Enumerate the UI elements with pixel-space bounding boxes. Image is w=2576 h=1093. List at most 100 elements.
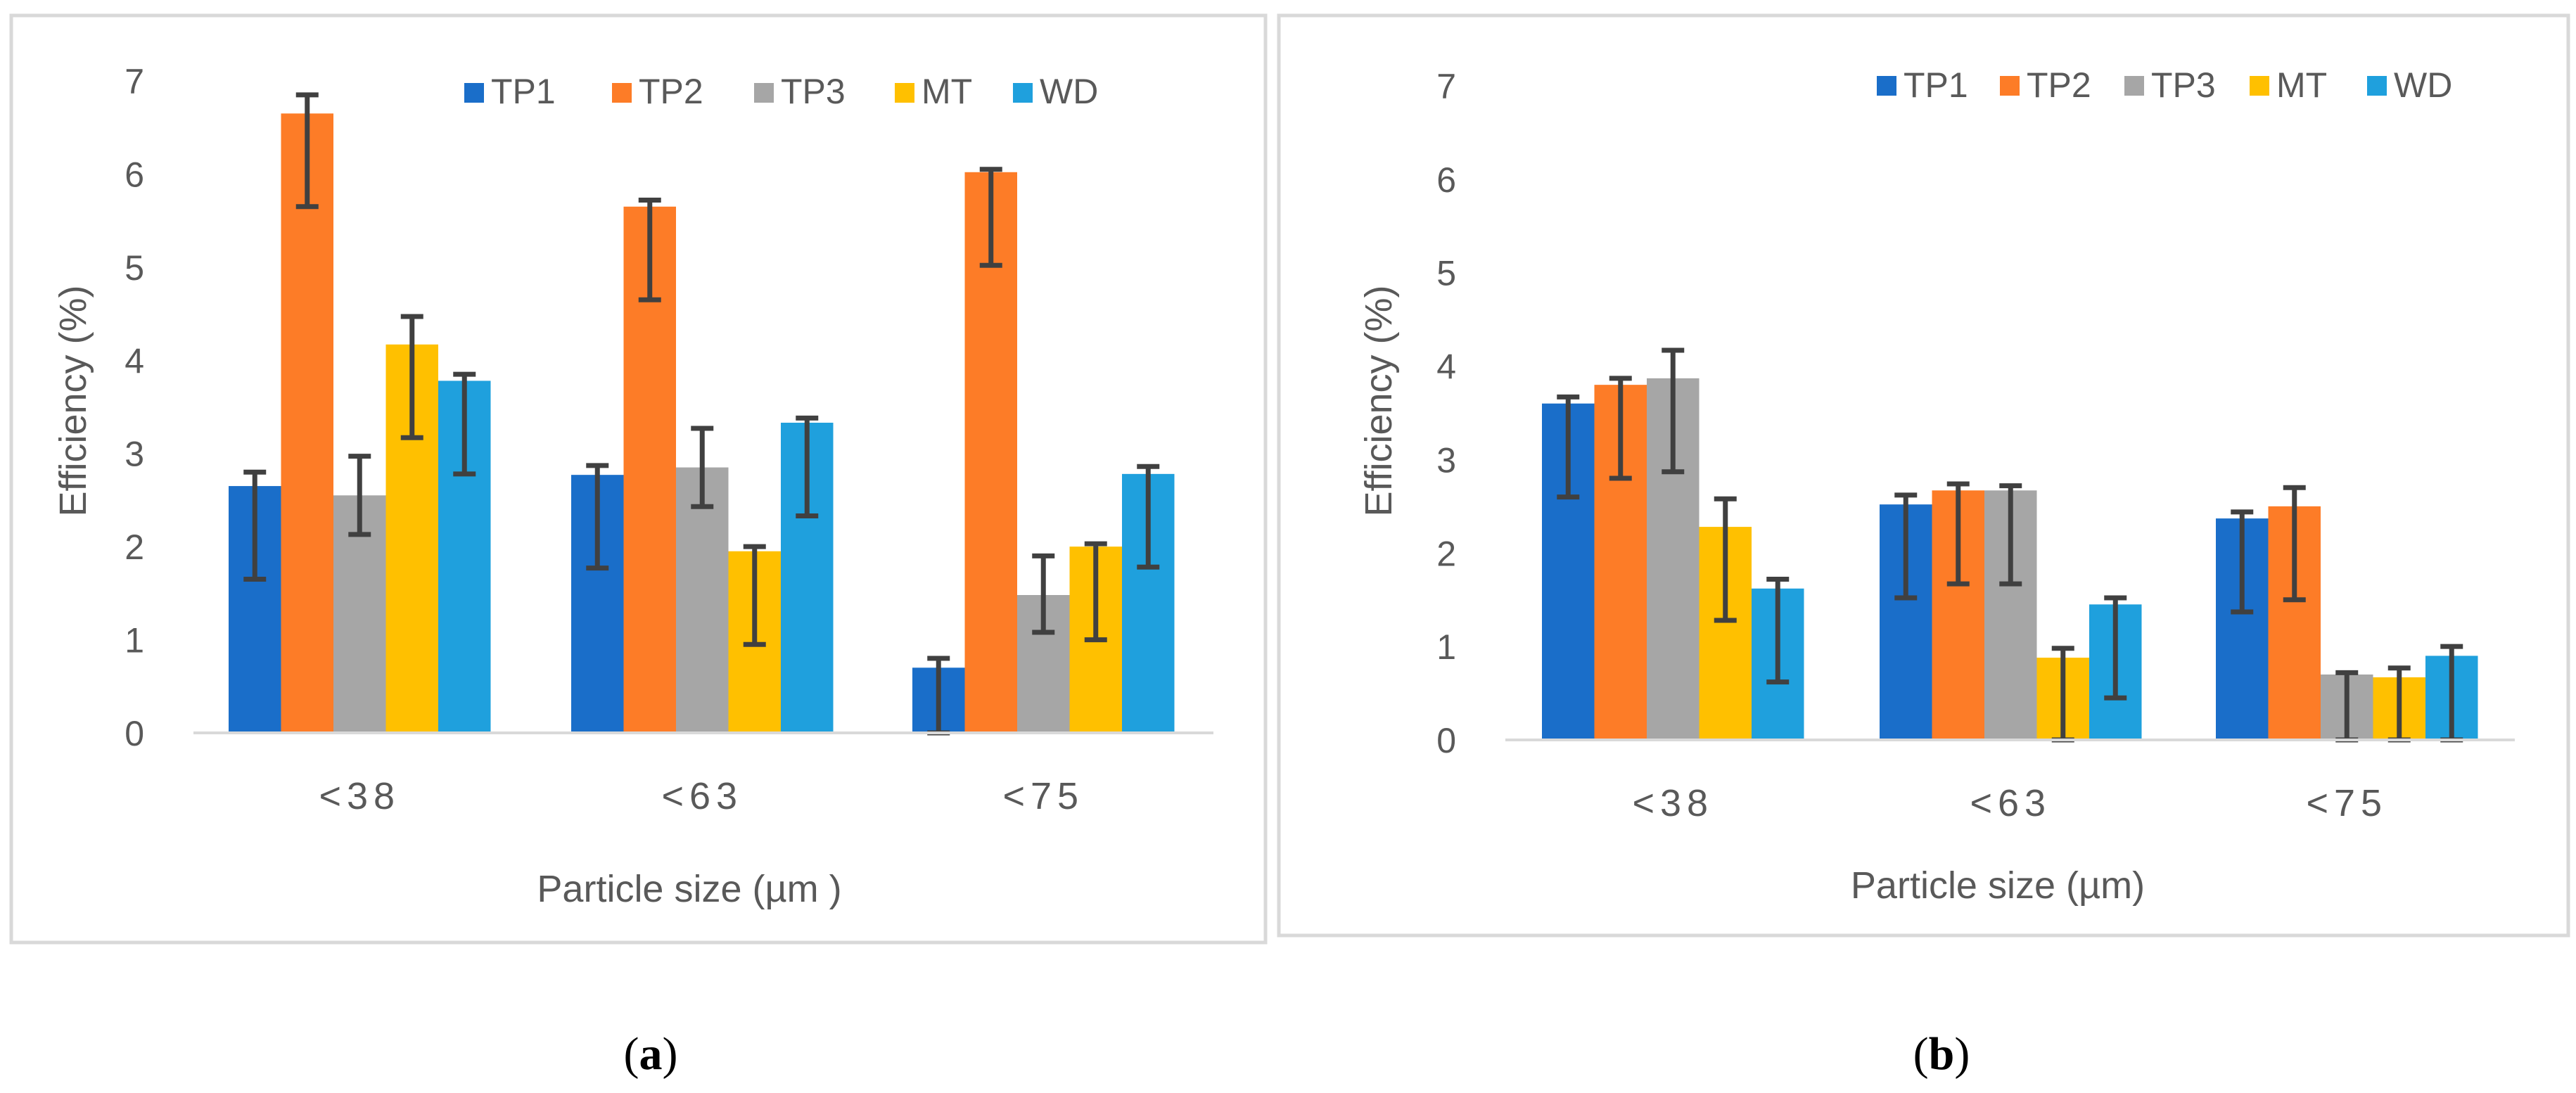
- chart-a-ytick-label: 6: [125, 155, 144, 194]
- chart-a-category-label: <38: [319, 775, 400, 817]
- legend-label: TP3: [781, 72, 846, 111]
- chart-a-errorbar-tp2-1: [638, 198, 661, 302]
- legend-swatch: [2250, 76, 2269, 96]
- chart-a-caption-letter: a: [639, 1028, 663, 1080]
- chart-b-errorbar-tp3-1: [1999, 483, 2022, 587]
- chart-a-categories: <38 <63 <75: [319, 775, 1084, 817]
- legend-label: TP1: [1904, 65, 1968, 105]
- chart-a-ytick-label: 5: [125, 248, 144, 288]
- legend-label: WD: [2394, 65, 2452, 105]
- chart-b-xlabel: Particle size (µm): [1851, 864, 2145, 907]
- chart-a-caption-close: ): [663, 1028, 678, 1080]
- chart-a-category-label: <75: [1002, 775, 1084, 817]
- chart-a-errorbar-mt-1: [743, 544, 766, 647]
- chart-b-ylabel: Efficiency (%): [1358, 285, 1400, 516]
- legend-swatch: [1013, 83, 1033, 103]
- chart-a-bars: [229, 113, 1175, 734]
- chart-a-legend-item-tp3: TP3: [754, 72, 846, 111]
- chart-a-ytick-label: 4: [125, 341, 144, 381]
- chart-b-errorbar-tp2-2: [2283, 485, 2306, 603]
- legend-swatch: [2124, 76, 2144, 96]
- chart-a-bar-tp3-1: [676, 467, 729, 733]
- chart-a-legend-item-tp1: TP1: [464, 72, 556, 111]
- chart-b-ytick-label: 1: [1436, 627, 1456, 667]
- chart-a-errorbar-tp1-0: [243, 469, 267, 582]
- chart-b-legend-item-mt: MT: [2250, 65, 2327, 105]
- chart-b-errorbar-tp2-0: [1609, 376, 1632, 481]
- chart-b-ytick-label: 0: [1436, 721, 1456, 760]
- chart-b-legend-item-tp3: TP3: [2124, 65, 2216, 105]
- chart-b-errorbar-tp3-0: [1662, 347, 1685, 475]
- chart-b-category-label: <38: [1632, 782, 1714, 824]
- legend-label: TP2: [2027, 65, 2091, 105]
- legend-label: TP3: [2151, 65, 2216, 105]
- chart-a-ytick-label: 1: [125, 621, 144, 660]
- chart-b-yticks: 0 1 2 3 4 5 6 7: [1436, 67, 1456, 760]
- chart-b-legend-item-tp1: TP1: [1877, 65, 1968, 105]
- chart-b-border: [1277, 13, 2570, 938]
- chart-a-errorbar-tp2-2: [979, 167, 1002, 268]
- chart-b-errorbar-tp1-0: [1557, 394, 1580, 500]
- chart-b-legend-item-wd: WD: [2367, 65, 2452, 105]
- chart-b-caption: (b): [1913, 1028, 1970, 1080]
- chart-a-errorbar-wd-2: [1137, 464, 1160, 570]
- chart-a-errorbar-tp1-1: [586, 463, 609, 571]
- chart-a-errorbar-wd-0: [453, 371, 476, 477]
- chart-a-errorbar-tp3-2: [1032, 553, 1055, 635]
- chart-b-caption-letter: b: [1929, 1028, 1955, 1080]
- chart-panel-a: Efficiency (%) Particle size (µm ) 0 1 2 3 4…: [9, 13, 1268, 1080]
- chart-a-legend-item-tp2: TP2: [612, 72, 703, 111]
- legend-label: WD: [1040, 72, 1098, 111]
- legend-swatch: [1877, 76, 1896, 96]
- chart-b-caption-open: (: [1913, 1028, 1929, 1080]
- legend-swatch: [612, 83, 632, 103]
- legend-swatch: [2367, 76, 2387, 96]
- chart-a-ytick-label: 2: [125, 528, 144, 567]
- chart-a-xlabel: Particle size (µm ): [537, 868, 841, 910]
- chart-a-errorbar-tp3-1: [691, 426, 714, 509]
- chart-b-errorbar-mt-0: [1714, 496, 1737, 623]
- chart-a-errorbar-mt-0: [400, 314, 423, 440]
- legend-label: MT: [922, 72, 972, 111]
- chart-b-errorbar-wd-0: [1766, 576, 1790, 685]
- chart-a-ytick-label: 7: [125, 62, 144, 101]
- chart-a-legend-item-wd: WD: [1013, 72, 1098, 111]
- chart-a-error-bars: [243, 92, 1160, 736]
- legend-swatch: [895, 83, 914, 103]
- chart-a-errorbar-wd-1: [796, 415, 819, 518]
- chart-a-yticks: 0 1 2 3 4 5 6 7: [125, 62, 144, 753]
- chart-b-category-label: <75: [2306, 782, 2387, 824]
- chart-b-legend: TP1 TP2 TP3 MT WD: [1877, 65, 2452, 105]
- chart-a-ylabel: Efficiency (%): [52, 285, 94, 516]
- chart-b-errorbar-tp1-1: [1894, 492, 1918, 601]
- chart-a-ytick-label: 0: [125, 714, 144, 753]
- legend-swatch: [2000, 76, 2020, 96]
- chart-a-errorbar-tp2-0: [295, 92, 319, 210]
- chart-b-category-label: <63: [1970, 782, 2051, 824]
- chart-a-errorbar-tp3-0: [348, 454, 371, 537]
- chart-b-caption-close: ): [1954, 1028, 1970, 1080]
- legend-label: MT: [2276, 65, 2327, 105]
- chart-a-legend-item-mt: MT: [895, 72, 972, 111]
- chart-a-errorbar-mt-2: [1084, 541, 1107, 643]
- chart-a-legend: TP1 TP2 TP3 MT WD: [464, 72, 1098, 111]
- legend-swatch: [464, 83, 484, 103]
- chart-a-category-label: <63: [661, 775, 743, 817]
- chart-b-errorbar-tp1-2: [2231, 509, 2254, 615]
- chart-b-categories: <38 <63 <75: [1632, 782, 2387, 824]
- chart-a-caption: (a): [624, 1028, 678, 1080]
- chart-a-caption-open: (: [624, 1028, 639, 1080]
- chart-b-legend-item-tp2: TP2: [2000, 65, 2091, 105]
- chart-b-error-bars: [1557, 347, 2463, 743]
- chart-a-ytick-label: 3: [125, 435, 144, 474]
- legend-label: TP1: [491, 72, 556, 111]
- chart-b-errorbar-tp2-1: [1946, 481, 1970, 587]
- chart-b-ytick-label: 7: [1436, 67, 1456, 106]
- chart-panel-b: Efficiency (%) Particle size (µm) 0 1 2 3 4 5…: [1277, 13, 2570, 1080]
- legend-label: TP2: [639, 72, 703, 111]
- chart-b-ytick-label: 6: [1436, 160, 1456, 200]
- chart-b-ytick-label: 5: [1436, 254, 1456, 293]
- chart-a-bar-tp2-0: [281, 113, 333, 734]
- chart-b-ytick-label: 4: [1436, 347, 1456, 387]
